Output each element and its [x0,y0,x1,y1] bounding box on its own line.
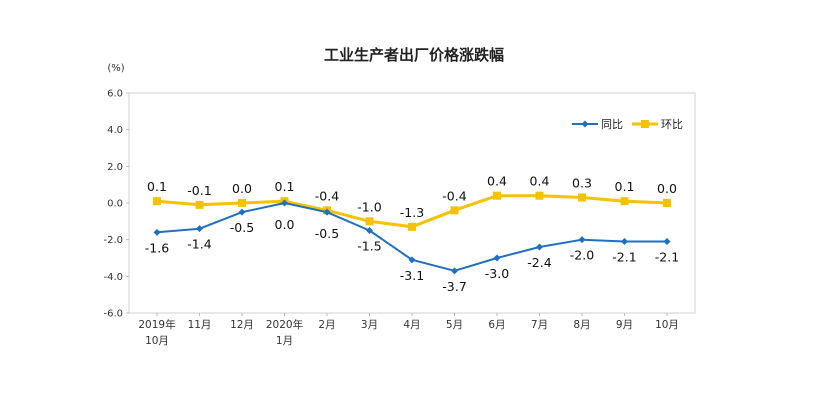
data-point-tongbi [196,225,203,233]
y-axis-unit: (%) [107,63,124,74]
y-tick-label: -4.0 [103,272,123,283]
data-point-tongbi [663,238,671,245]
data-label-tongbi: -3.0 [485,266,509,281]
data-label-huanbi: -0.1 [187,183,211,198]
x-tick-label: 2019年 [138,318,175,331]
x-tick-label: 3月 [361,319,378,331]
data-label-tongbi: -3.1 [400,268,424,283]
data-point-tongbi [153,228,161,236]
y-tick-label: 4.0 [107,125,123,136]
x-tick-label: 10月 [655,319,679,331]
y-tick-label: -6.0 [103,309,123,320]
y-tick-label: -2.0 [103,235,123,246]
data-point-huanbi [535,191,544,200]
data-point-tongbi [281,199,288,207]
data-label-huanbi: 0.0 [232,181,252,196]
x-tick-label: 6月 [488,319,505,331]
data-label-tongbi: -0.5 [315,226,339,241]
data-point-huanbi [620,197,629,206]
x-tick-label: 5月 [446,319,463,331]
data-point-tongbi [536,243,543,251]
data-point-tongbi [323,208,331,216]
x-tick-label: 4月 [403,319,420,331]
data-label-huanbi: -0.4 [315,188,339,203]
x-tick-label: 9月 [616,319,633,331]
legend-label: 环比 [661,118,683,131]
data-point-tongbi [493,254,501,262]
y-axis-ticks: 6.0 4.0 2.0 0.0 -2.0 -4.0 -6.0 [103,89,129,320]
x-tick-label: 1月 [276,335,293,347]
data-label-tongbi: -2.0 [570,248,594,263]
data-point-huanbi [195,200,204,209]
data-point-huanbi [450,206,459,215]
y-tick-label: 2.0 [107,162,123,173]
x-tick-label: 7月 [531,319,548,331]
data-label-tongbi: -2.4 [527,255,551,270]
data-label-huanbi: 0.4 [487,174,507,189]
legend: 同比 环比 [572,118,683,131]
x-tick-label: 8月 [573,319,590,331]
data-label-huanbi: 0.4 [530,174,550,189]
data-label-tongbi: -2.1 [612,250,636,265]
x-tick-label: 12月 [230,319,254,331]
data-point-huanbi [153,197,161,206]
data-point-huanbi [663,199,671,207]
x-tick-label: 2月 [318,319,335,331]
x-tick-label: 2020年 [266,318,303,331]
data-label-tongbi: -0.5 [230,220,254,235]
data-label-tongbi: -1.4 [187,237,211,252]
data-label-tongbi: 0.0 [275,217,295,232]
legend-label: 同比 [601,118,623,131]
data-label-huanbi: -1.3 [400,205,424,220]
data-label-huanbi: -1.0 [357,199,381,214]
data-labels: 0.1 -0.1 0.0 0.1 -0.4 -1.0 -1.3 -0.4 0.4 0.4 0.3 0.… [145,174,679,294]
data-label-huanbi: -0.4 [442,188,466,203]
y-tick-label: 6.0 [107,89,123,100]
data-point-huanbi [578,193,586,202]
x-tick-label: 11月 [188,319,212,331]
data-point-tongbi [621,238,628,245]
data-label-tongbi: -1.6 [145,240,169,255]
data-label-huanbi: 0.1 [275,179,295,194]
x-axis-ticks: 2019年 10月 11月 12月 2020年 1月 2月 3月 4月 5月 6月 7月 8月 9月 10月 [138,313,679,347]
chart-title: 工业生产者出厂价格涨跌幅 [324,46,504,64]
data-point-tongbi [408,256,416,264]
x-tick-label: 10月 [145,335,169,347]
data-point-tongbi [578,236,586,244]
data-label-tongbi: -1.5 [357,239,381,254]
data-label-tongbi: -2.1 [655,250,679,265]
y-tick-label: 0.0 [107,199,123,210]
data-label-huanbi: 0.0 [657,181,677,196]
data-label-huanbi: 0.1 [147,179,167,194]
data-point-tongbi [238,208,246,216]
data-label-huanbi: 0.1 [615,179,635,194]
data-point-tongbi [451,267,458,275]
data-point-huanbi [365,217,374,226]
legend-marker-diamond [581,120,589,128]
data-label-huanbi: 0.3 [572,176,592,191]
data-point-tongbi [366,227,373,234]
series-lines [153,191,671,275]
legend-marker-square [641,120,649,128]
data-point-huanbi [408,222,416,231]
data-label-tongbi: -3.7 [442,279,466,294]
data-point-huanbi [238,199,246,207]
data-point-huanbi [493,191,501,200]
